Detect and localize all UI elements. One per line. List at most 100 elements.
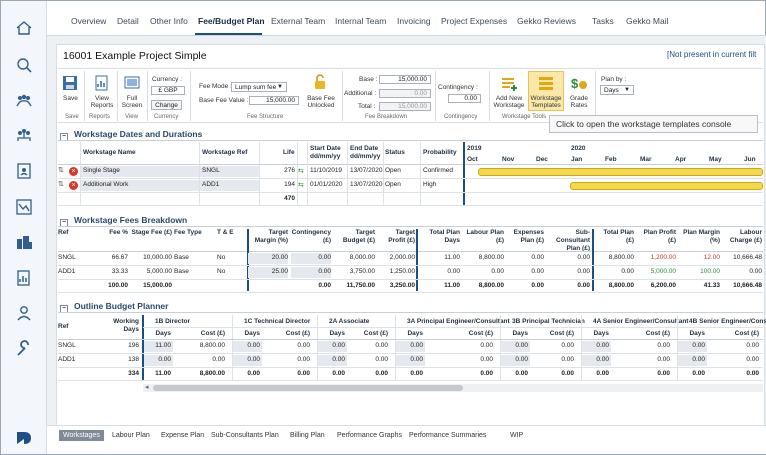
tab-fee-budget-plan[interactable]: Fee/Budget Plan — [198, 16, 265, 26]
start-date-cell[interactable]: 01/01/2020 — [310, 181, 343, 188]
days-cell[interactable]: 0.00 — [692, 342, 705, 349]
contingency-input[interactable]: 0.00 — [448, 94, 481, 103]
home-icon[interactable] — [15, 19, 33, 37]
days-cell[interactable]: 0.00 — [247, 356, 260, 363]
days-cell[interactable]: 0.00 — [332, 342, 345, 349]
grade-rates-button[interactable]: Grade Rates — [569, 95, 589, 109]
bottom-tab-billing-plan[interactable]: Billing Plan — [290, 432, 325, 439]
workstage-name-cell[interactable]: Single Stage — [83, 167, 120, 174]
dates-section-header[interactable]: − Workstage Dates and Durations — [60, 128, 202, 141]
bottom-tab-labour-plan[interactable]: Labour Plan — [112, 432, 150, 439]
reports-icon[interactable] — [15, 269, 33, 287]
tab-invoicing[interactable]: Invoicing — [397, 16, 431, 26]
plan-by-select[interactable]: Days ▼ — [600, 85, 634, 95]
view-reports-button[interactable]: View Reports — [90, 95, 114, 109]
base-fee-value-input[interactable]: 15,000.00 — [249, 96, 299, 105]
tab-tasks[interactable]: Tasks — [592, 16, 614, 26]
days-cell[interactable]: 0.00 — [410, 342, 423, 349]
end-date-cell[interactable]: 13/07/2020 — [350, 181, 383, 188]
start-date-cell[interactable]: 11/10/2019 — [310, 167, 343, 174]
delete-icon[interactable]: × — [69, 167, 78, 176]
reorder-arrows-icon[interactable]: ⇅ — [58, 167, 64, 174]
fee-mode-select[interactable]: Lump sum fee ▼ — [231, 82, 287, 92]
bottom-tab-expense-plan[interactable]: Expense Plan — [161, 432, 205, 439]
workstage-name-cell[interactable]: Additional Work — [83, 181, 129, 188]
days-cell[interactable]: 0.00 — [692, 356, 705, 363]
tab-detail[interactable]: Detail — [117, 16, 139, 26]
add-workstage-icon[interactable] — [500, 74, 518, 92]
status-cell[interactable]: Open — [385, 181, 401, 188]
bottom-tab-performance-summaries[interactable]: Performance Summaries — [409, 432, 487, 439]
cost-total-cell: 0.00 — [480, 370, 493, 377]
org-icon[interactable] — [15, 126, 33, 144]
currency-field[interactable]: £ GBP — [151, 86, 185, 95]
filter-notice-link[interactable]: [Not present in current filt — [667, 50, 757, 59]
gantt-bar[interactable] — [478, 168, 763, 176]
days-cell[interactable]: 0.00 — [158, 356, 171, 363]
buildings-icon[interactable] — [15, 233, 33, 251]
cost-subheader: Cost (£) — [363, 330, 388, 337]
group-divider — [416, 229, 418, 291]
unlocked-padlock-icon[interactable] — [314, 74, 326, 90]
add-new-workstage-button[interactable]: Add New Workstage — [493, 95, 525, 109]
bottom-tab-workstages[interactable]: Workstages — [59, 430, 104, 441]
total-value-field: 15,000.00 — [379, 102, 431, 111]
end-date-cell[interactable]: 13/07/2020 — [350, 167, 383, 174]
tab-internal-team[interactable]: Internal Team — [335, 16, 387, 26]
chart-icon[interactable] — [15, 198, 33, 216]
fee-plan-profit-cell: 1,200.00 — [650, 254, 676, 261]
days-cell[interactable]: 0.00 — [247, 342, 260, 349]
ribbon-separator — [342, 71, 343, 121]
user-icon[interactable] — [15, 304, 33, 322]
budget-section-header[interactable]: − Outline Budget Planner — [60, 300, 168, 313]
probability-cell[interactable]: Confirmed — [423, 167, 453, 174]
search-icon[interactable] — [15, 56, 33, 74]
fee-target-margin-cell[interactable]: 20.00 — [271, 254, 288, 261]
bottom-tab-sub-consultants-plan[interactable]: Sub-Consultants Plan — [211, 432, 279, 439]
full-screen-button[interactable]: Full Screen — [121, 95, 143, 109]
days-cell[interactable]: 0.00 — [515, 342, 528, 349]
days-cell[interactable]: 0.00 — [596, 342, 609, 349]
days-cell[interactable]: 0.00 — [410, 356, 423, 363]
probability-cell[interactable]: High — [423, 181, 437, 188]
fee-contingency-cell[interactable]: 0.00 — [318, 254, 331, 261]
save-icon[interactable] — [62, 75, 78, 91]
reorder-arrows-icon[interactable]: ⇅ — [58, 181, 64, 188]
tab-external-team[interactable]: External Team — [271, 16, 326, 26]
scrollbar-thumb[interactable] — [153, 385, 463, 391]
wrench-icon[interactable] — [15, 340, 33, 358]
delete-icon[interactable]: × — [69, 181, 78, 190]
fee-fee-type-cell[interactable]: Base — [174, 268, 189, 275]
tab-gekko-mail[interactable]: Gekko Mail — [626, 16, 669, 26]
change-currency-button[interactable]: Change — [151, 100, 182, 110]
tab-other-info[interactable]: Other Info — [150, 16, 188, 26]
tab-divider — [47, 35, 766, 36]
tab-gekko-reviews[interactable]: Gekko Reviews — [517, 16, 577, 26]
row-rule — [58, 380, 763, 381]
fee-target-margin-cell[interactable]: 25.00 — [271, 268, 288, 275]
contact-card-icon[interactable] — [15, 162, 33, 180]
days-cell[interactable]: 0.00 — [332, 356, 345, 363]
gantt-bar[interactable] — [570, 182, 763, 190]
workstage-ref-cell[interactable]: SNGL — [202, 167, 220, 174]
tab-overview[interactable]: Overview — [71, 16, 107, 26]
reports-icon[interactable] — [94, 75, 110, 91]
fee-fee-type-cell[interactable]: Base — [174, 254, 189, 261]
fee-t-and-e-cell[interactable]: No — [217, 254, 226, 261]
status-cell[interactable]: Open — [385, 167, 401, 174]
scroll-left-icon[interactable]: ◂ — [145, 384, 149, 391]
fees-section-header[interactable]: − Workstage Fees Breakdown — [60, 214, 187, 227]
days-cell[interactable]: 11.00 — [155, 342, 171, 349]
fee-contingency-cell[interactable]: 0.00 — [318, 268, 331, 275]
days-cell[interactable]: 0.00 — [596, 356, 609, 363]
bottom-tab-wip[interactable]: WIP — [510, 432, 524, 439]
days-cell[interactable]: 0.00 — [515, 356, 528, 363]
save-button[interactable]: Save — [63, 95, 78, 102]
fee-t-and-e-cell[interactable]: No — [217, 268, 226, 275]
bottom-tab-performance-graphs[interactable]: Performance Graphs — [337, 432, 402, 439]
workstage-ref-cell[interactable]: ADD1 — [202, 181, 220, 188]
full-screen-icon[interactable] — [124, 75, 140, 91]
grade-rates-icon[interactable]: $ — [570, 74, 588, 92]
tab-project-expenses[interactable]: Project Expenses — [441, 16, 508, 26]
team-icon[interactable] — [15, 92, 33, 110]
